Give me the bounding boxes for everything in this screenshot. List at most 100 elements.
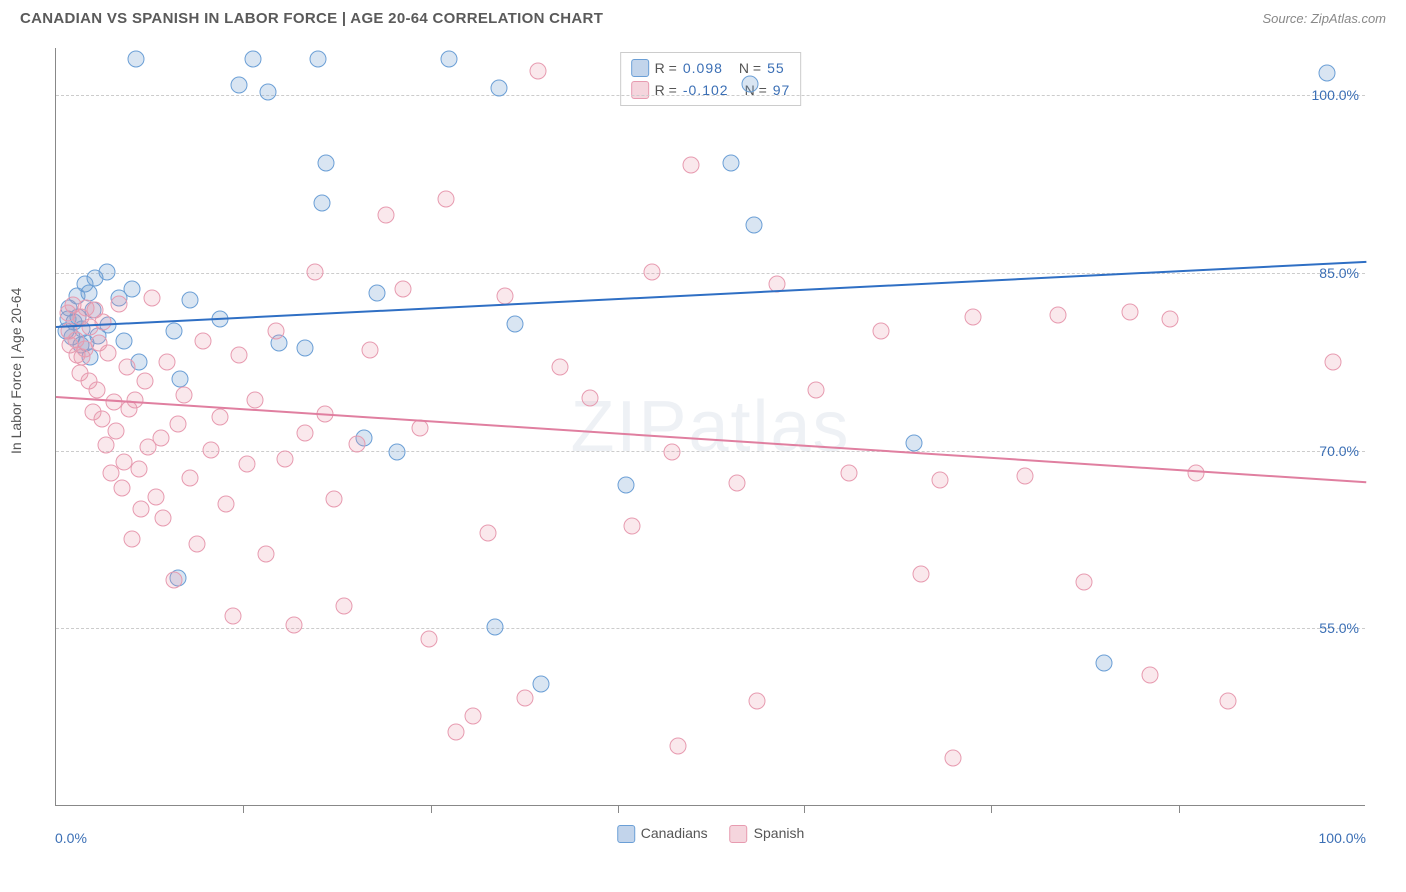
data-point (840, 465, 857, 482)
data-point (438, 190, 455, 207)
data-point (506, 316, 523, 333)
data-point (742, 75, 759, 92)
data-point (296, 425, 313, 442)
legend-label: Canadians (641, 825, 708, 841)
data-point (194, 332, 211, 349)
x-tick (991, 805, 992, 813)
data-point (729, 474, 746, 491)
data-point (218, 496, 235, 513)
legend-swatch (730, 825, 748, 843)
legend-r-label: R = (655, 57, 677, 79)
data-point (247, 391, 264, 408)
data-point (99, 264, 116, 281)
data-point (746, 216, 763, 233)
data-point (116, 332, 133, 349)
data-point (670, 737, 687, 754)
data-point (118, 358, 135, 375)
data-point (239, 455, 256, 472)
data-point (932, 472, 949, 489)
data-point (260, 84, 277, 101)
data-point (165, 323, 182, 340)
data-point (310, 50, 327, 67)
data-point (189, 536, 206, 553)
gridline (56, 451, 1365, 452)
data-point (532, 676, 549, 693)
data-point (123, 530, 140, 547)
legend-n-value: 55 (767, 57, 785, 79)
data-point (123, 280, 140, 297)
data-point (722, 155, 739, 172)
data-point (1076, 574, 1093, 591)
data-point (231, 76, 248, 93)
data-point (105, 394, 122, 411)
data-point (497, 287, 514, 304)
data-point (257, 545, 274, 562)
source-label: Source: ZipAtlas.com (1262, 11, 1386, 26)
data-point (441, 50, 458, 67)
data-point (181, 470, 198, 487)
data-point (1220, 692, 1237, 709)
data-point (486, 619, 503, 636)
data-point (147, 489, 164, 506)
chart-header: CANADIAN VS SPANISH IN LABOR FORCE | AGE… (0, 0, 1406, 33)
data-point (1050, 306, 1067, 323)
data-point (97, 436, 114, 453)
data-point (965, 309, 982, 326)
data-point (172, 370, 189, 387)
data-point (169, 415, 186, 432)
data-point (349, 435, 366, 452)
x-tick (1179, 805, 1180, 813)
data-point (1122, 304, 1139, 321)
data-point (130, 460, 147, 477)
x-tick (431, 805, 432, 813)
data-point (663, 444, 680, 461)
y-axis-label: In Labor Force | Age 20-64 (8, 288, 24, 454)
x-tick (243, 805, 244, 813)
x-axis-min-label: 0.0% (55, 830, 87, 846)
legend-item: Canadians (617, 825, 708, 843)
data-point (88, 382, 105, 399)
legend-row: R =0.098N =55 (631, 57, 791, 79)
data-point (286, 616, 303, 633)
legend-swatch (617, 825, 635, 843)
data-point (912, 566, 929, 583)
data-point (683, 157, 700, 174)
data-point (362, 342, 379, 359)
legend-n-value: 97 (773, 79, 791, 101)
plot-area: ZIPatlas R =0.098N =55R =-0.102N =97 Can… (55, 48, 1365, 806)
data-point (378, 207, 395, 224)
gridline (56, 628, 1365, 629)
data-point (644, 264, 661, 281)
data-point (231, 346, 248, 363)
data-point (165, 571, 182, 588)
series-legend: Canadians Spanish (617, 825, 805, 843)
data-point (155, 510, 172, 527)
data-point (480, 524, 497, 541)
y-tick-label: 55.0% (1319, 620, 1359, 636)
data-point (336, 598, 353, 615)
data-point (110, 296, 127, 313)
data-point (464, 708, 481, 725)
data-point (211, 408, 228, 425)
data-point (552, 358, 569, 375)
data-point (582, 389, 599, 406)
data-point (748, 692, 765, 709)
data-point (368, 285, 385, 302)
data-point (490, 80, 507, 97)
data-point (202, 441, 219, 458)
data-point (307, 264, 324, 281)
data-point (1187, 465, 1204, 482)
data-point (1017, 467, 1034, 484)
data-point (100, 344, 117, 361)
legend-label: Spanish (754, 825, 805, 841)
data-point (1318, 65, 1335, 82)
legend-swatch (631, 59, 649, 77)
data-point (945, 749, 962, 766)
data-point (181, 292, 198, 309)
data-point (152, 429, 169, 446)
correlation-legend: R =0.098N =55R =-0.102N =97 (620, 52, 802, 106)
data-point (1161, 311, 1178, 328)
data-point (412, 420, 429, 437)
legend-r-value: -0.102 (683, 79, 729, 101)
data-point (93, 410, 110, 427)
